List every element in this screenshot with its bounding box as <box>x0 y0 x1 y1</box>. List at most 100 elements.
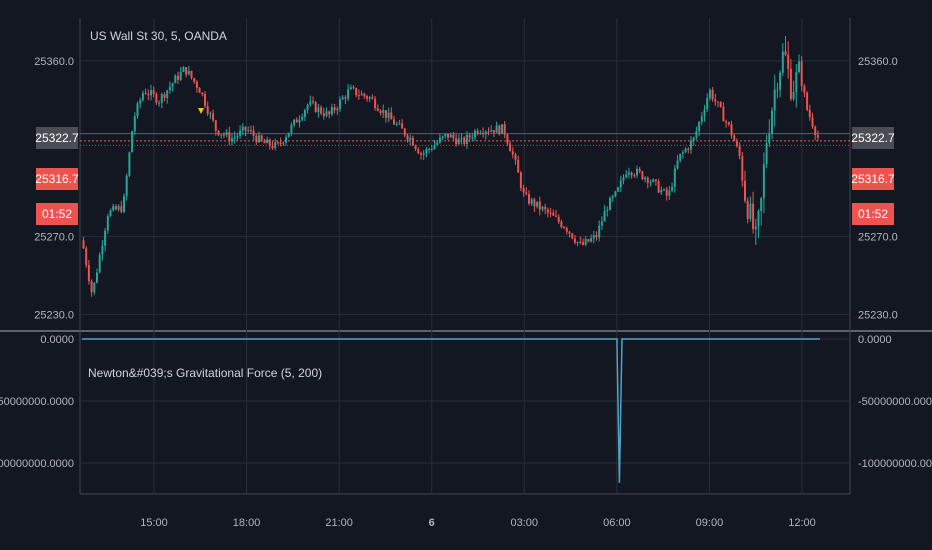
candle-body <box>433 144 436 150</box>
candle-body <box>452 134 455 139</box>
candle-body <box>106 215 109 231</box>
candle-body <box>636 168 638 176</box>
candle-body <box>387 112 390 118</box>
indicator-tick-label-right: -50000000.0000 <box>858 396 932 408</box>
candle-body <box>671 186 674 191</box>
candle-body <box>590 238 593 242</box>
candle-body <box>814 126 817 136</box>
candle-body <box>806 92 809 110</box>
candle-body <box>141 92 144 101</box>
candle-body <box>274 142 277 149</box>
indicator-tick-label-right: 0.0000 <box>858 334 892 346</box>
candle-body <box>112 206 115 211</box>
candle-body <box>744 180 746 201</box>
candle-body <box>525 192 528 195</box>
candle-body <box>609 197 611 211</box>
candle-body <box>82 240 85 249</box>
candle-body <box>573 238 576 243</box>
candle-body <box>760 198 763 211</box>
candle-body <box>711 89 714 100</box>
candle-body <box>563 227 566 229</box>
candle-body <box>646 177 649 183</box>
candle-body <box>236 135 239 138</box>
candle-body <box>649 181 652 183</box>
candle-body <box>228 132 231 142</box>
candle-body <box>579 241 582 243</box>
candle-body <box>114 206 117 210</box>
indicator-tick-label-left: 0.0000 <box>40 334 74 346</box>
candle-body <box>789 68 792 99</box>
price-tick-label-left: 25360.0 <box>34 56 74 68</box>
candle-body <box>544 206 547 210</box>
candle-body <box>182 67 185 72</box>
current-price-tag-right-bg <box>852 127 894 149</box>
candle-body <box>376 108 379 111</box>
candle-body <box>781 51 784 73</box>
candle-body <box>417 149 420 154</box>
candle-body <box>93 282 96 293</box>
candle-body <box>374 98 377 109</box>
candle-body <box>171 83 174 87</box>
candle-body <box>198 88 201 93</box>
current-price-tag-left: 25322.7 <box>35 131 79 145</box>
candle-body <box>511 151 514 155</box>
current-price-tag-left-bg <box>36 127 78 149</box>
candle-body <box>217 130 220 135</box>
candle-body <box>479 133 482 135</box>
candle-body <box>679 153 682 161</box>
candle-body <box>360 93 363 96</box>
candle-body <box>798 61 800 73</box>
candle-body <box>185 67 188 75</box>
candle-body <box>239 130 242 136</box>
candle-body <box>436 142 439 145</box>
gravitational-force-series <box>82 338 820 483</box>
candle-body <box>546 209 549 213</box>
candle-body <box>136 103 139 117</box>
price-tick-label-right: 25270.0 <box>858 231 898 243</box>
axis-labels: 15:00 18:00 21:00 6 03:00 06:00 09:00 12:00 2536… <box>0 56 932 529</box>
candle-body <box>247 130 250 132</box>
candle-body <box>158 102 161 104</box>
candle-body <box>552 212 555 216</box>
candle-body <box>152 90 155 95</box>
candle-body <box>465 135 468 145</box>
candle-body <box>617 187 620 192</box>
candle-body <box>808 109 811 118</box>
candle-body <box>395 123 398 125</box>
candle-body <box>627 172 630 175</box>
candle-body <box>654 179 657 182</box>
candle-body <box>641 171 644 180</box>
candle-body <box>282 142 285 144</box>
candle-body <box>204 94 206 106</box>
countdown-tag-right: 01:52 <box>858 207 888 221</box>
candle-body <box>708 89 711 99</box>
candle-body <box>403 128 406 136</box>
candle-body <box>668 190 671 196</box>
candle-body <box>225 132 228 135</box>
candle-body <box>447 133 449 138</box>
candle-body <box>717 101 719 103</box>
candle-body <box>393 119 395 125</box>
candle-body <box>390 112 393 120</box>
candle-body <box>258 135 260 143</box>
candle-body <box>584 239 587 245</box>
candle-body <box>430 149 433 151</box>
candle-body <box>492 130 495 133</box>
candle-body <box>660 190 663 193</box>
candle-body <box>600 221 603 226</box>
candle-body <box>509 143 512 152</box>
candle-body <box>522 188 525 193</box>
candle-body <box>438 137 441 143</box>
time-tick-label: 03:00 <box>511 517 539 529</box>
candle-body <box>506 134 509 144</box>
candle-body <box>733 135 736 142</box>
candle-body <box>714 99 717 102</box>
candle-body <box>611 196 614 198</box>
candle-body <box>571 233 574 239</box>
candle-body <box>768 133 771 144</box>
candle-body <box>441 136 444 138</box>
candle-body <box>244 126 247 131</box>
candle-body <box>719 102 722 107</box>
candle-body <box>312 101 314 103</box>
